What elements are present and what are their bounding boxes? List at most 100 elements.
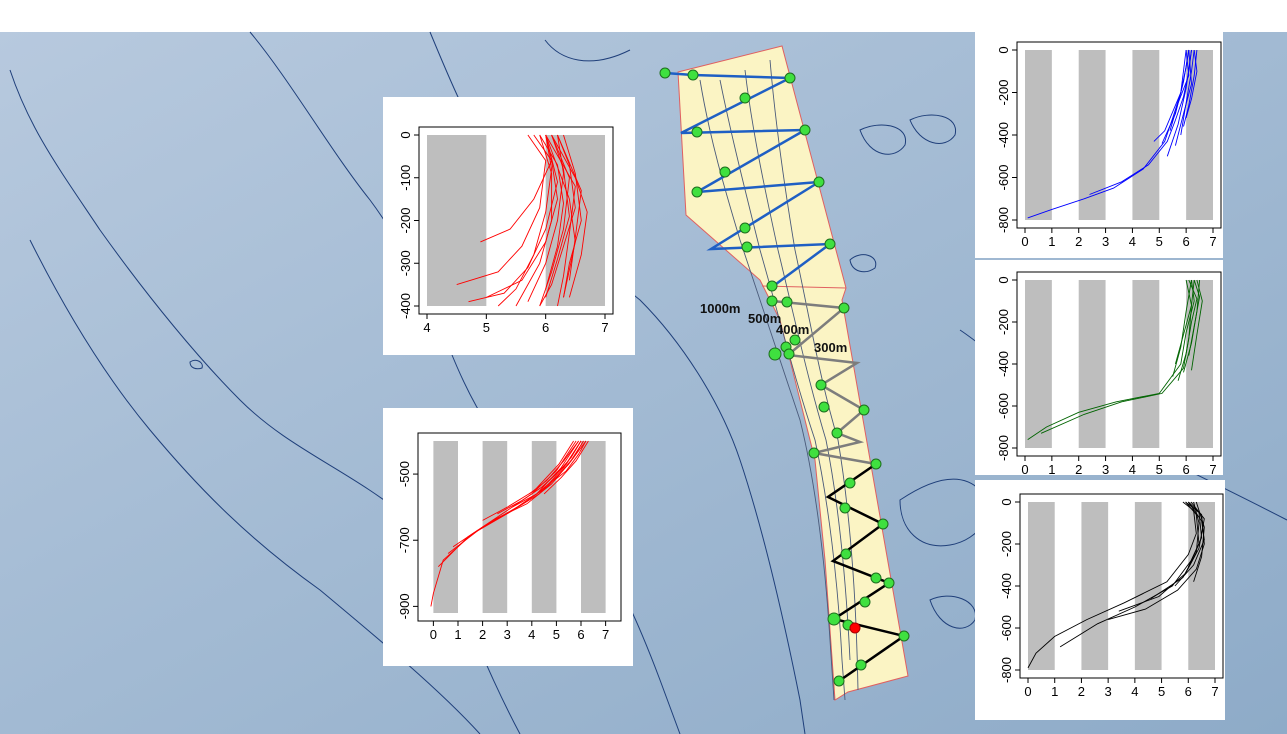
contour-line [744, 69, 851, 661]
station[interactable] [833, 675, 845, 687]
station[interactable] [691, 126, 703, 138]
station[interactable] [691, 186, 703, 198]
x-tick-label: 0 [430, 627, 437, 642]
station[interactable] [815, 379, 827, 391]
station[interactable] [766, 295, 778, 307]
station[interactable] [766, 280, 778, 292]
station[interactable] [784, 72, 796, 84]
station[interactable] [781, 296, 793, 308]
grey-band [531, 441, 557, 613]
station[interactable] [858, 404, 870, 416]
station-highlight[interactable] [849, 622, 861, 634]
y-tick-label: -200 [398, 207, 413, 233]
x-tick-label: 1 [1048, 462, 1055, 475]
profile-line [1188, 279, 1201, 356]
profile-line [563, 134, 582, 298]
profile-line [1153, 49, 1187, 142]
x-tick-label: 4 [423, 320, 430, 335]
profile-line [1027, 501, 1197, 669]
x-tick-label: 3 [1102, 234, 1109, 249]
x-tick-label: 2 [479, 627, 486, 642]
plot-frame [1016, 41, 1222, 229]
station[interactable] [831, 427, 843, 439]
station[interactable] [883, 577, 895, 589]
station[interactable] [827, 612, 841, 626]
grey-band [1186, 50, 1213, 220]
station[interactable] [824, 238, 836, 250]
x-tick-label: 6 [1183, 462, 1190, 475]
contour-line [849, 254, 877, 273]
station[interactable] [859, 596, 871, 608]
station[interactable] [741, 241, 753, 253]
profile-line [553, 440, 587, 482]
profile-chart-middle: 0 1 2 3 4 5 6 7 0 -200 -400 -600 -800 [996, 271, 1222, 475]
station[interactable] [818, 401, 830, 413]
profile-line [1150, 501, 1200, 599]
y-tick-label: -400 [999, 573, 1014, 599]
station[interactable] [844, 477, 856, 489]
x-tick-label: 4 [1129, 234, 1136, 249]
station[interactable] [840, 548, 852, 560]
station[interactable] [855, 659, 867, 671]
x-tick-label: 5 [483, 320, 490, 335]
y-tick-label: -200 [996, 309, 1011, 335]
station[interactable] [799, 124, 811, 136]
station[interactable] [838, 302, 850, 314]
x-tick-label: 5 [1156, 462, 1163, 475]
chart-panel-middle: 0 1 2 3 4 5 6 7 0 -200 -400 -600 -800 [975, 260, 1223, 475]
x-tick-label: 5 [1158, 684, 1165, 699]
profile-line [1027, 49, 1190, 219]
y-tick-label: -900 [397, 593, 412, 619]
grey-band [1028, 502, 1055, 670]
station[interactable] [783, 348, 795, 360]
station[interactable] [870, 458, 882, 470]
profile-line [539, 134, 576, 307]
profile-line [1059, 501, 1203, 648]
station[interactable] [659, 67, 671, 79]
profile-line [1185, 49, 1198, 119]
grey-band [1078, 50, 1106, 220]
profile-line [1172, 279, 1192, 377]
station[interactable] [768, 347, 782, 361]
station[interactable] [739, 92, 751, 104]
station[interactable] [870, 572, 882, 584]
x-tick-label: 2 [1078, 684, 1085, 699]
chart-panel-upper-red: 4 5 6 7 0 -100 -200 -300 -400 [383, 97, 635, 355]
stations [659, 67, 910, 687]
station[interactable] [813, 176, 825, 188]
station[interactable] [687, 69, 699, 81]
grey-band [1078, 280, 1106, 448]
profile-line [541, 440, 582, 488]
station[interactable] [898, 630, 910, 642]
depth-label-500: 500m [748, 311, 781, 326]
x-tick-label: 4 [1129, 462, 1136, 475]
station[interactable] [808, 447, 820, 459]
profile-line [539, 134, 564, 290]
x-tick-label: 7 [1209, 234, 1216, 249]
plot-frame [1016, 271, 1222, 457]
plot-frame [1019, 493, 1224, 679]
profile-line [456, 134, 547, 286]
grey-band [482, 441, 508, 613]
y-tick-label: -400 [996, 351, 1011, 377]
station[interactable] [877, 518, 889, 530]
y-tick-label: -400 [996, 122, 1011, 148]
y-tick-label: -600 [999, 615, 1014, 641]
grey-band [1132, 50, 1160, 220]
profile-line [1193, 501, 1205, 582]
y-tick-label: -600 [996, 164, 1011, 190]
profile-line [529, 440, 579, 495]
depth-label-300: 300m [814, 340, 847, 355]
grey-band [1025, 50, 1052, 220]
x-tick-label: 0 [1024, 684, 1031, 699]
station[interactable] [719, 166, 731, 178]
station[interactable] [739, 222, 751, 234]
profile-line [480, 134, 553, 243]
x-tick-label: 0 [1021, 462, 1028, 475]
profile-line [557, 134, 582, 281]
chart-panel-north: 0 1 2 3 4 5 6 7 0 -200 -400 -600 -800 [975, 10, 1223, 258]
y-tick-label: 0 [398, 131, 413, 138]
station[interactable] [839, 502, 851, 514]
station[interactable] [789, 334, 801, 346]
